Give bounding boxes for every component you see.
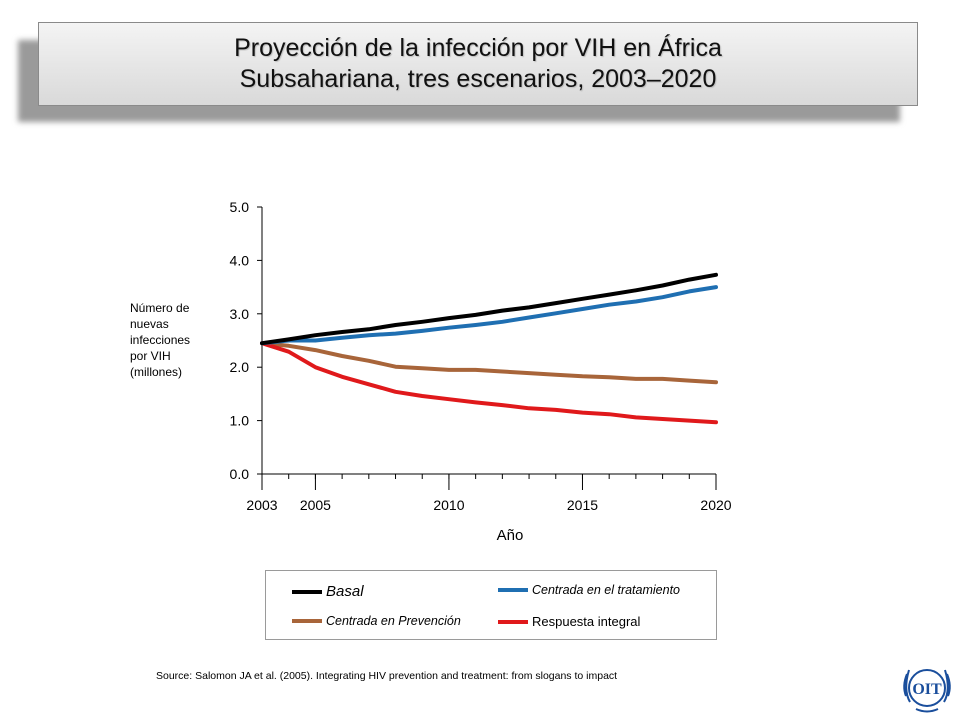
y-axis-label-line: nuevas xyxy=(130,317,169,331)
legend-item-integral: Respuesta integral xyxy=(498,614,640,629)
legend-swatch-prevencion xyxy=(292,619,322,623)
x-axis-label: Año xyxy=(496,527,524,544)
y-tick-label: 3.0 xyxy=(230,306,250,322)
legend-label-tratamiento: Centrada en el tratamiento xyxy=(532,583,681,597)
y-axis-label-line: (millones) xyxy=(130,365,183,379)
y-axis-label-line: por VIH xyxy=(130,349,171,363)
y-tick-label: 5.0 xyxy=(230,199,250,215)
y-tick-label: 2.0 xyxy=(230,359,250,375)
y-axis-label: Número de nuevas infecciones por VIH (mi… xyxy=(130,300,210,380)
y-axis-label-line: Número de xyxy=(130,301,190,315)
legend-label-integral: Respuesta integral xyxy=(532,614,641,629)
series-line-centrada-en-el-tratamiento xyxy=(260,285,718,346)
y-axis-label-line: infecciones xyxy=(130,333,191,347)
x-tick-label: 2005 xyxy=(300,497,331,513)
title-line-2: Subsahariana, tres escenarios, 2003–2020 xyxy=(239,65,717,93)
ilo-oit-logo-icon: OIT xyxy=(903,669,951,713)
x-tick-label: 2003 xyxy=(246,497,277,513)
legend-item-tratamiento: Centrada en el tratamiento xyxy=(498,583,680,597)
legend-swatch-integral xyxy=(498,619,528,624)
chart-legend: Basal Centrada en el tratamiento Centrad… xyxy=(265,570,717,640)
legend-item-prevencion: Centrada en Prevención xyxy=(292,614,461,628)
x-tick-label: 2020 xyxy=(700,497,731,513)
y-tick-label: 0.0 xyxy=(230,466,250,482)
title-line-1: Proyección de la infección por VIH en Áf… xyxy=(234,34,722,62)
legend-label-basal: Basal xyxy=(326,583,364,600)
legend-item-basal: Basal xyxy=(292,583,364,600)
svg-text:OIT: OIT xyxy=(912,681,942,698)
legend-swatch-basal xyxy=(292,589,322,594)
legend-swatch-tratamiento xyxy=(498,588,528,592)
y-tick-label: 4.0 xyxy=(230,252,250,268)
series-line-centrada-en-prevenci-n xyxy=(260,341,718,385)
y-tick-label: 1.0 xyxy=(230,413,250,429)
legend-label-prevencion: Centrada en Prevención xyxy=(326,614,461,628)
source-note: Source: Salomon JA et al. (2005). Integr… xyxy=(156,670,618,682)
series-line-respuesta-integral xyxy=(260,341,718,425)
x-tick-label: 2015 xyxy=(567,497,598,513)
slide-title: Proyección de la infección por VIH en Áf… xyxy=(38,22,918,106)
x-tick-label: 2010 xyxy=(433,497,464,513)
series-line-basal xyxy=(260,272,718,346)
